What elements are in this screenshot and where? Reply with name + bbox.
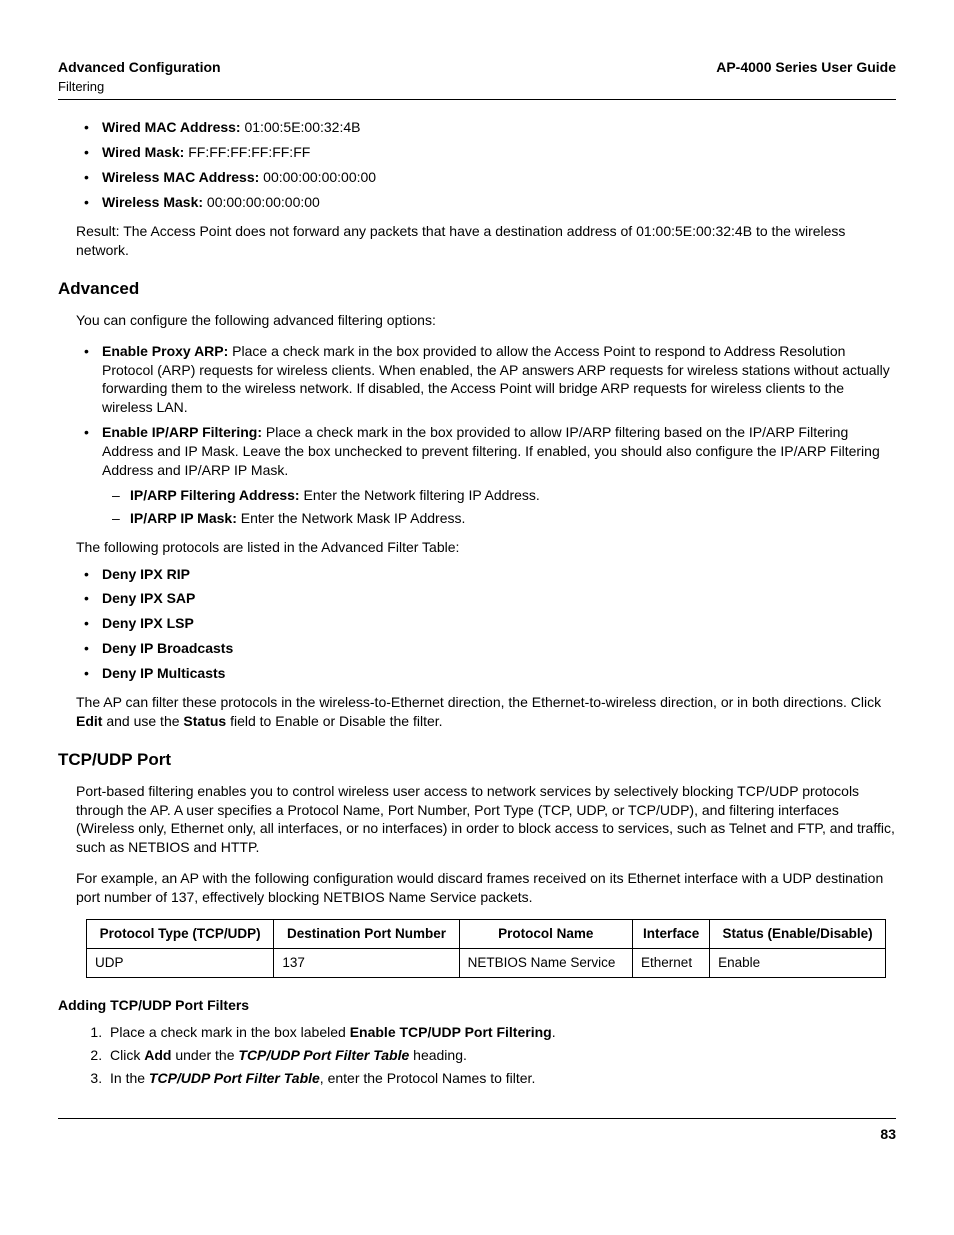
table-header-row: Protocol Type (TCP/UDP) Destination Port… <box>87 920 886 949</box>
iparp-label: Enable IP/ARP Filtering: <box>102 424 262 440</box>
step-item: Click Add under the TCP/UDP Port Filter … <box>106 1046 896 1065</box>
bold-italic-text: TCP/UDP Port Filter Table <box>238 1047 409 1063</box>
col-dest-port: Destination Port Number <box>274 920 459 949</box>
text: . <box>552 1024 556 1040</box>
text: In the <box>110 1070 149 1086</box>
header-rule <box>58 99 896 100</box>
tcpudp-heading: TCP/UDP Port <box>58 749 896 772</box>
tcpudp-p2: For example, an AP with the following co… <box>76 869 896 907</box>
step-item: Place a check mark in the box labeled En… <box>106 1023 896 1042</box>
col-status: Status (Enable/Disable) <box>710 920 886 949</box>
text: under the <box>171 1047 238 1063</box>
step-item: In the TCP/UDP Port Filter Table, enter … <box>106 1069 896 1088</box>
page-number: 83 <box>58 1125 896 1144</box>
advanced-table-intro: The following protocols are listed in th… <box>76 538 896 557</box>
deny-item: Deny IPX RIP <box>102 566 190 582</box>
deny-item: Deny IP Broadcasts <box>102 640 233 656</box>
list-item: Deny IPX RIP <box>102 565 896 584</box>
list-item: IP/ARP Filtering Address: Enter the Netw… <box>130 486 896 505</box>
page-header: Advanced Configuration AP-4000 Series Us… <box>58 58 896 77</box>
text: The AP can filter these protocols in the… <box>76 694 881 710</box>
filter-direction-paragraph: The AP can filter these protocols in the… <box>76 693 896 731</box>
wired-mac-value: 01:00:5E:00:32:4B <box>241 119 361 135</box>
bold-text: Enable TCP/UDP Port Filtering <box>350 1024 552 1040</box>
bold-italic-text: TCP/UDP Port Filter Table <box>149 1070 320 1086</box>
deny-item: Deny IP Multicasts <box>102 665 225 681</box>
list-item: Deny IPX LSP <box>102 614 896 633</box>
cell-interface: Ethernet <box>633 949 710 978</box>
list-item: Enable IP/ARP Filtering: Place a check m… <box>102 423 896 527</box>
deny-item: Deny IPX SAP <box>102 590 195 606</box>
edit-bold: Edit <box>76 713 102 729</box>
list-item: Wired MAC Address: 01:00:5E:00:32:4B <box>102 118 896 137</box>
tcpudp-p1: Port-based filtering enables you to cont… <box>76 782 896 858</box>
iparp-sublist: IP/ARP Filtering Address: Enter the Netw… <box>102 486 896 528</box>
text: and use the <box>102 713 183 729</box>
status-bold: Status <box>183 713 226 729</box>
list-item: Wireless Mask: 00:00:00:00:00:00 <box>102 193 896 212</box>
proxy-arp-label: Enable Proxy ARP: <box>102 343 228 359</box>
text: Place a check mark in the box labeled <box>110 1024 350 1040</box>
result-paragraph: Result: The Access Point does not forwar… <box>76 222 896 260</box>
wireless-mac-value: 00:00:00:00:00:00 <box>259 169 376 185</box>
text: heading. <box>409 1047 467 1063</box>
wired-mask-label: Wired Mask: <box>102 144 184 160</box>
header-left-title: Advanced Configuration <box>58 58 221 77</box>
list-item: Deny IPX SAP <box>102 589 896 608</box>
advanced-intro: You can configure the following advanced… <box>76 311 896 330</box>
adding-filters-heading: Adding TCP/UDP Port Filters <box>58 996 896 1015</box>
wireless-mask-label: Wireless Mask: <box>102 194 203 210</box>
header-subtitle: Filtering <box>58 78 896 96</box>
cell-protocol-name: NETBIOS Name Service <box>459 949 632 978</box>
footer-rule <box>58 1118 896 1119</box>
adding-filters-steps: Place a check mark in the box labeled En… <box>58 1023 896 1088</box>
text: , enter the Protocol Names to filter. <box>320 1070 536 1086</box>
iparp-mask-text: Enter the Network Mask IP Address. <box>237 510 466 526</box>
deny-protocol-list: Deny IPX RIP Deny IPX SAP Deny IPX LSP D… <box>58 565 896 683</box>
list-item: Enable Proxy ARP: Place a check mark in … <box>102 342 896 418</box>
mac-address-list: Wired MAC Address: 01:00:5E:00:32:4B Wir… <box>58 118 896 212</box>
wired-mac-label: Wired MAC Address: <box>102 119 241 135</box>
protocol-table: Protocol Type (TCP/UDP) Destination Port… <box>86 919 886 978</box>
advanced-options-list: Enable Proxy ARP: Place a check mark in … <box>58 342 896 528</box>
iparp-addr-label: IP/ARP Filtering Address: <box>130 487 300 503</box>
cell-protocol-type: UDP <box>87 949 274 978</box>
text: field to Enable or Disable the filter. <box>226 713 442 729</box>
list-item: Deny IP Multicasts <box>102 664 896 683</box>
list-item: Wireless MAC Address: 00:00:00:00:00:00 <box>102 168 896 187</box>
bold-text: Add <box>144 1047 171 1063</box>
cell-dest-port: 137 <box>274 949 459 978</box>
advanced-heading: Advanced <box>58 278 896 301</box>
wired-mask-value: FF:FF:FF:FF:FF:FF <box>184 144 310 160</box>
list-item: Deny IP Broadcasts <box>102 639 896 658</box>
header-right-title: AP-4000 Series User Guide <box>716 58 896 77</box>
col-protocol-name: Protocol Name <box>459 920 632 949</box>
wireless-mask-value: 00:00:00:00:00:00 <box>203 194 320 210</box>
col-protocol-type: Protocol Type (TCP/UDP) <box>87 920 274 949</box>
wireless-mac-label: Wireless MAC Address: <box>102 169 259 185</box>
text: Click <box>110 1047 144 1063</box>
cell-status: Enable <box>710 949 886 978</box>
iparp-addr-text: Enter the Network filtering IP Address. <box>300 487 540 503</box>
table-row: UDP 137 NETBIOS Name Service Ethernet En… <box>87 949 886 978</box>
iparp-mask-label: IP/ARP IP Mask: <box>130 510 237 526</box>
deny-item: Deny IPX LSP <box>102 615 194 631</box>
list-item: Wired Mask: FF:FF:FF:FF:FF:FF <box>102 143 896 162</box>
col-interface: Interface <box>633 920 710 949</box>
list-item: IP/ARP IP Mask: Enter the Network Mask I… <box>130 509 896 528</box>
